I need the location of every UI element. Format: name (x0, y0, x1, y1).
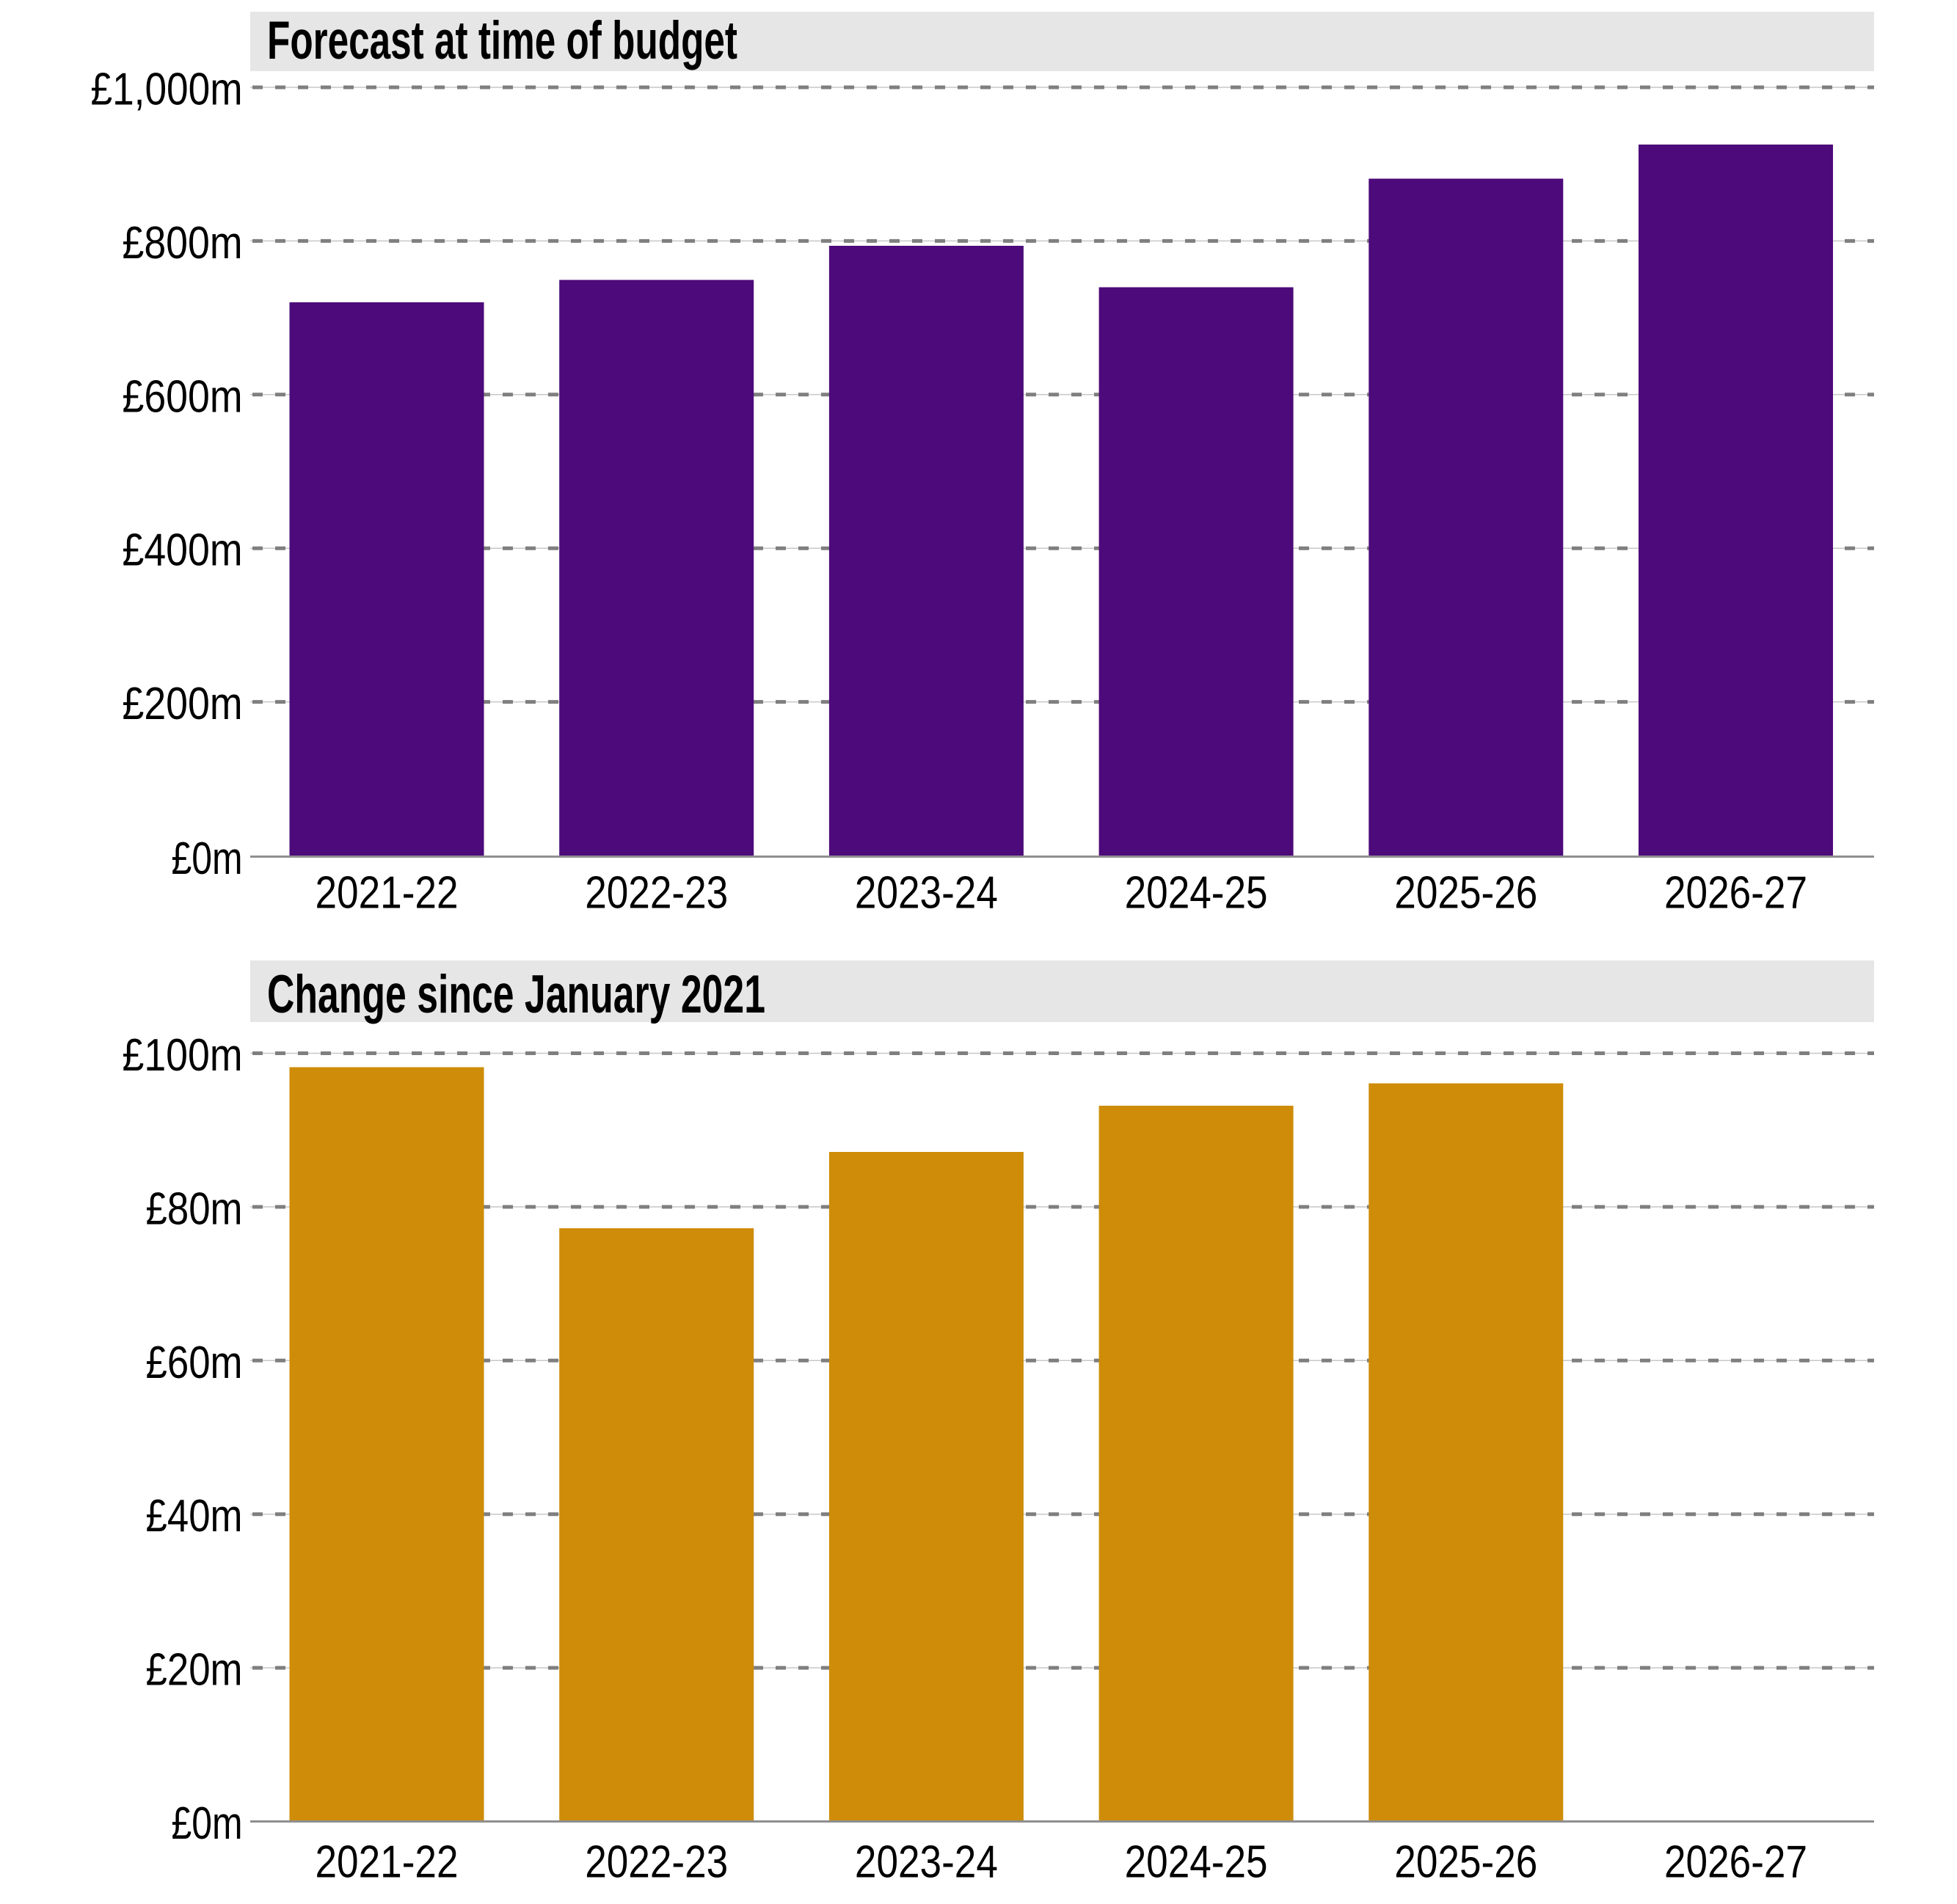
svg-text:2026-27: 2026-27 (1664, 867, 1807, 918)
svg-text:£100m: £100m (123, 1030, 243, 1081)
svg-text:£800m: £800m (123, 218, 243, 269)
svg-text:£80m: £80m (146, 1183, 243, 1234)
svg-text:£1,000m: £1,000m (91, 65, 243, 115)
svg-text:2024-25: 2024-25 (1125, 1836, 1268, 1887)
svg-text:Change since January 2021: Change since January 2021 (267, 965, 765, 1024)
svg-text:£0m: £0m (172, 834, 243, 884)
svg-text:2021-22: 2021-22 (316, 1836, 459, 1887)
svg-text:2026-27: 2026-27 (1664, 1836, 1807, 1887)
svg-text:2023-24: 2023-24 (855, 867, 998, 918)
svg-text:2022-23: 2022-23 (585, 867, 728, 918)
svg-text:£0m: £0m (172, 1798, 243, 1849)
svg-text:£200m: £200m (123, 679, 243, 729)
svg-text:£20m: £20m (146, 1645, 243, 1696)
svg-text:2021-22: 2021-22 (316, 867, 459, 918)
svg-text:£400m: £400m (123, 525, 243, 576)
svg-text:Forecast at time of budget: Forecast at time of budget (267, 11, 737, 70)
svg-text:2025-26: 2025-26 (1394, 1836, 1537, 1887)
svg-text:£60m: £60m (146, 1338, 243, 1388)
svg-text:2022-23: 2022-23 (585, 1836, 728, 1887)
svg-text:2025-26: 2025-26 (1394, 867, 1537, 918)
svg-text:2024-25: 2024-25 (1125, 867, 1268, 918)
svg-text:£600m: £600m (123, 371, 243, 422)
svg-text:£40m: £40m (146, 1491, 243, 1542)
svg-text:2023-24: 2023-24 (855, 1836, 998, 1887)
